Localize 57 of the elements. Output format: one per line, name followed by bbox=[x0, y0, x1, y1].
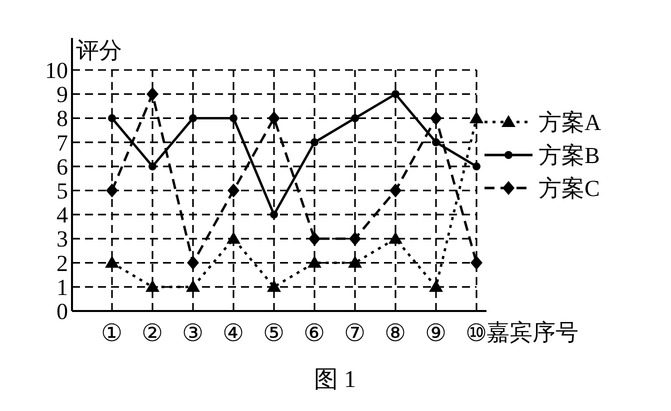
point bbox=[351, 114, 359, 122]
point bbox=[348, 256, 362, 268]
x-tick-label: ⑩ bbox=[466, 321, 488, 347]
y-axis-title: 评分 bbox=[76, 38, 122, 63]
point bbox=[146, 87, 158, 102]
y-tick-label: 6 bbox=[56, 154, 68, 180]
point bbox=[268, 111, 280, 126]
x-tick-label: ⑨ bbox=[425, 321, 447, 347]
point bbox=[308, 232, 320, 246]
x-tick-label: ① bbox=[101, 321, 123, 347]
point bbox=[472, 162, 480, 170]
point bbox=[230, 114, 238, 122]
y-tick-label: 0 bbox=[56, 299, 68, 324]
point bbox=[390, 184, 402, 198]
point bbox=[388, 232, 402, 244]
y-tick-label: 8 bbox=[56, 106, 68, 132]
x-tick-label: ② bbox=[142, 321, 164, 347]
point bbox=[308, 256, 322, 268]
y-tick-label: 3 bbox=[56, 226, 68, 252]
point bbox=[430, 111, 442, 126]
x-tick-label: ⑧ bbox=[384, 321, 406, 347]
point bbox=[392, 90, 400, 98]
y-tick-label: 2 bbox=[56, 250, 68, 276]
point bbox=[228, 184, 240, 198]
point bbox=[106, 184, 118, 198]
legend-label: 方案B bbox=[538, 143, 600, 168]
caption: 图 1 bbox=[314, 367, 356, 393]
legend-label: 方案C bbox=[538, 176, 600, 201]
y-tick-label: 10 bbox=[45, 58, 68, 83]
point bbox=[108, 114, 116, 122]
point bbox=[105, 256, 119, 268]
y-tick-label: 4 bbox=[56, 202, 68, 228]
point bbox=[432, 138, 440, 146]
point bbox=[470, 111, 484, 124]
y-tick-label: 5 bbox=[56, 178, 68, 204]
legend-label: 方案A bbox=[538, 110, 602, 135]
point bbox=[189, 114, 197, 122]
point bbox=[349, 232, 361, 246]
point bbox=[186, 280, 200, 292]
point bbox=[270, 210, 278, 219]
point bbox=[146, 280, 160, 292]
y-tick-label: 9 bbox=[56, 82, 68, 108]
x-tick-label: ⑥ bbox=[304, 321, 326, 347]
point bbox=[187, 256, 199, 270]
x-tick-label: ④ bbox=[222, 321, 244, 347]
point bbox=[148, 162, 156, 170]
y-tick-label: 1 bbox=[56, 274, 68, 300]
point bbox=[429, 280, 443, 292]
x-tick-label: ③ bbox=[182, 321, 204, 347]
point bbox=[267, 280, 281, 292]
point bbox=[226, 232, 240, 244]
x-tick-label: ⑦ bbox=[344, 321, 366, 347]
point bbox=[310, 138, 318, 146]
x-tick-label: ⑤ bbox=[263, 321, 285, 347]
point bbox=[470, 256, 482, 270]
x-axis-title: 嘉宾序号 bbox=[486, 320, 578, 345]
y-tick-label: 7 bbox=[56, 130, 68, 156]
